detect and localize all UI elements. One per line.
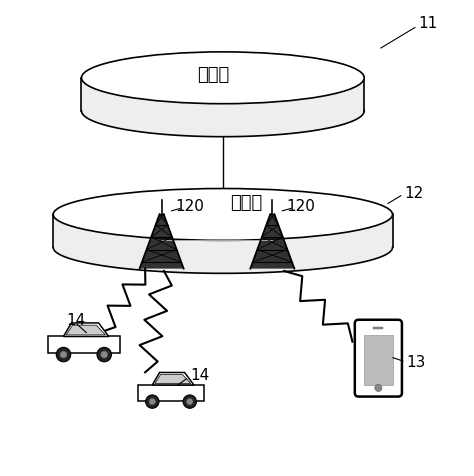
Polygon shape: [48, 337, 120, 354]
Ellipse shape: [82, 52, 364, 104]
Text: 13: 13: [407, 356, 426, 370]
Text: 120: 120: [176, 199, 205, 214]
Bar: [364, 336, 392, 385]
Polygon shape: [82, 78, 364, 137]
Polygon shape: [139, 214, 183, 268]
Polygon shape: [53, 215, 392, 273]
Polygon shape: [152, 373, 194, 385]
Circle shape: [146, 395, 159, 408]
Circle shape: [183, 395, 196, 408]
Text: 12: 12: [404, 186, 424, 201]
Circle shape: [56, 347, 71, 362]
Text: 14: 14: [66, 313, 86, 328]
Text: 接入网: 接入网: [230, 194, 263, 212]
Text: 11: 11: [419, 16, 438, 31]
Circle shape: [97, 347, 111, 362]
Polygon shape: [155, 375, 191, 384]
Circle shape: [60, 351, 67, 358]
Text: 核心网: 核心网: [197, 67, 229, 84]
Circle shape: [101, 351, 108, 358]
Polygon shape: [138, 385, 204, 401]
Text: 120: 120: [286, 199, 315, 214]
Text: 14: 14: [190, 368, 209, 383]
Polygon shape: [66, 325, 105, 335]
Circle shape: [149, 398, 155, 405]
Circle shape: [375, 384, 382, 391]
Bar: [374, 327, 383, 329]
FancyBboxPatch shape: [355, 320, 402, 397]
Circle shape: [187, 398, 193, 405]
Polygon shape: [64, 323, 109, 337]
Ellipse shape: [53, 188, 392, 240]
Polygon shape: [250, 214, 294, 268]
